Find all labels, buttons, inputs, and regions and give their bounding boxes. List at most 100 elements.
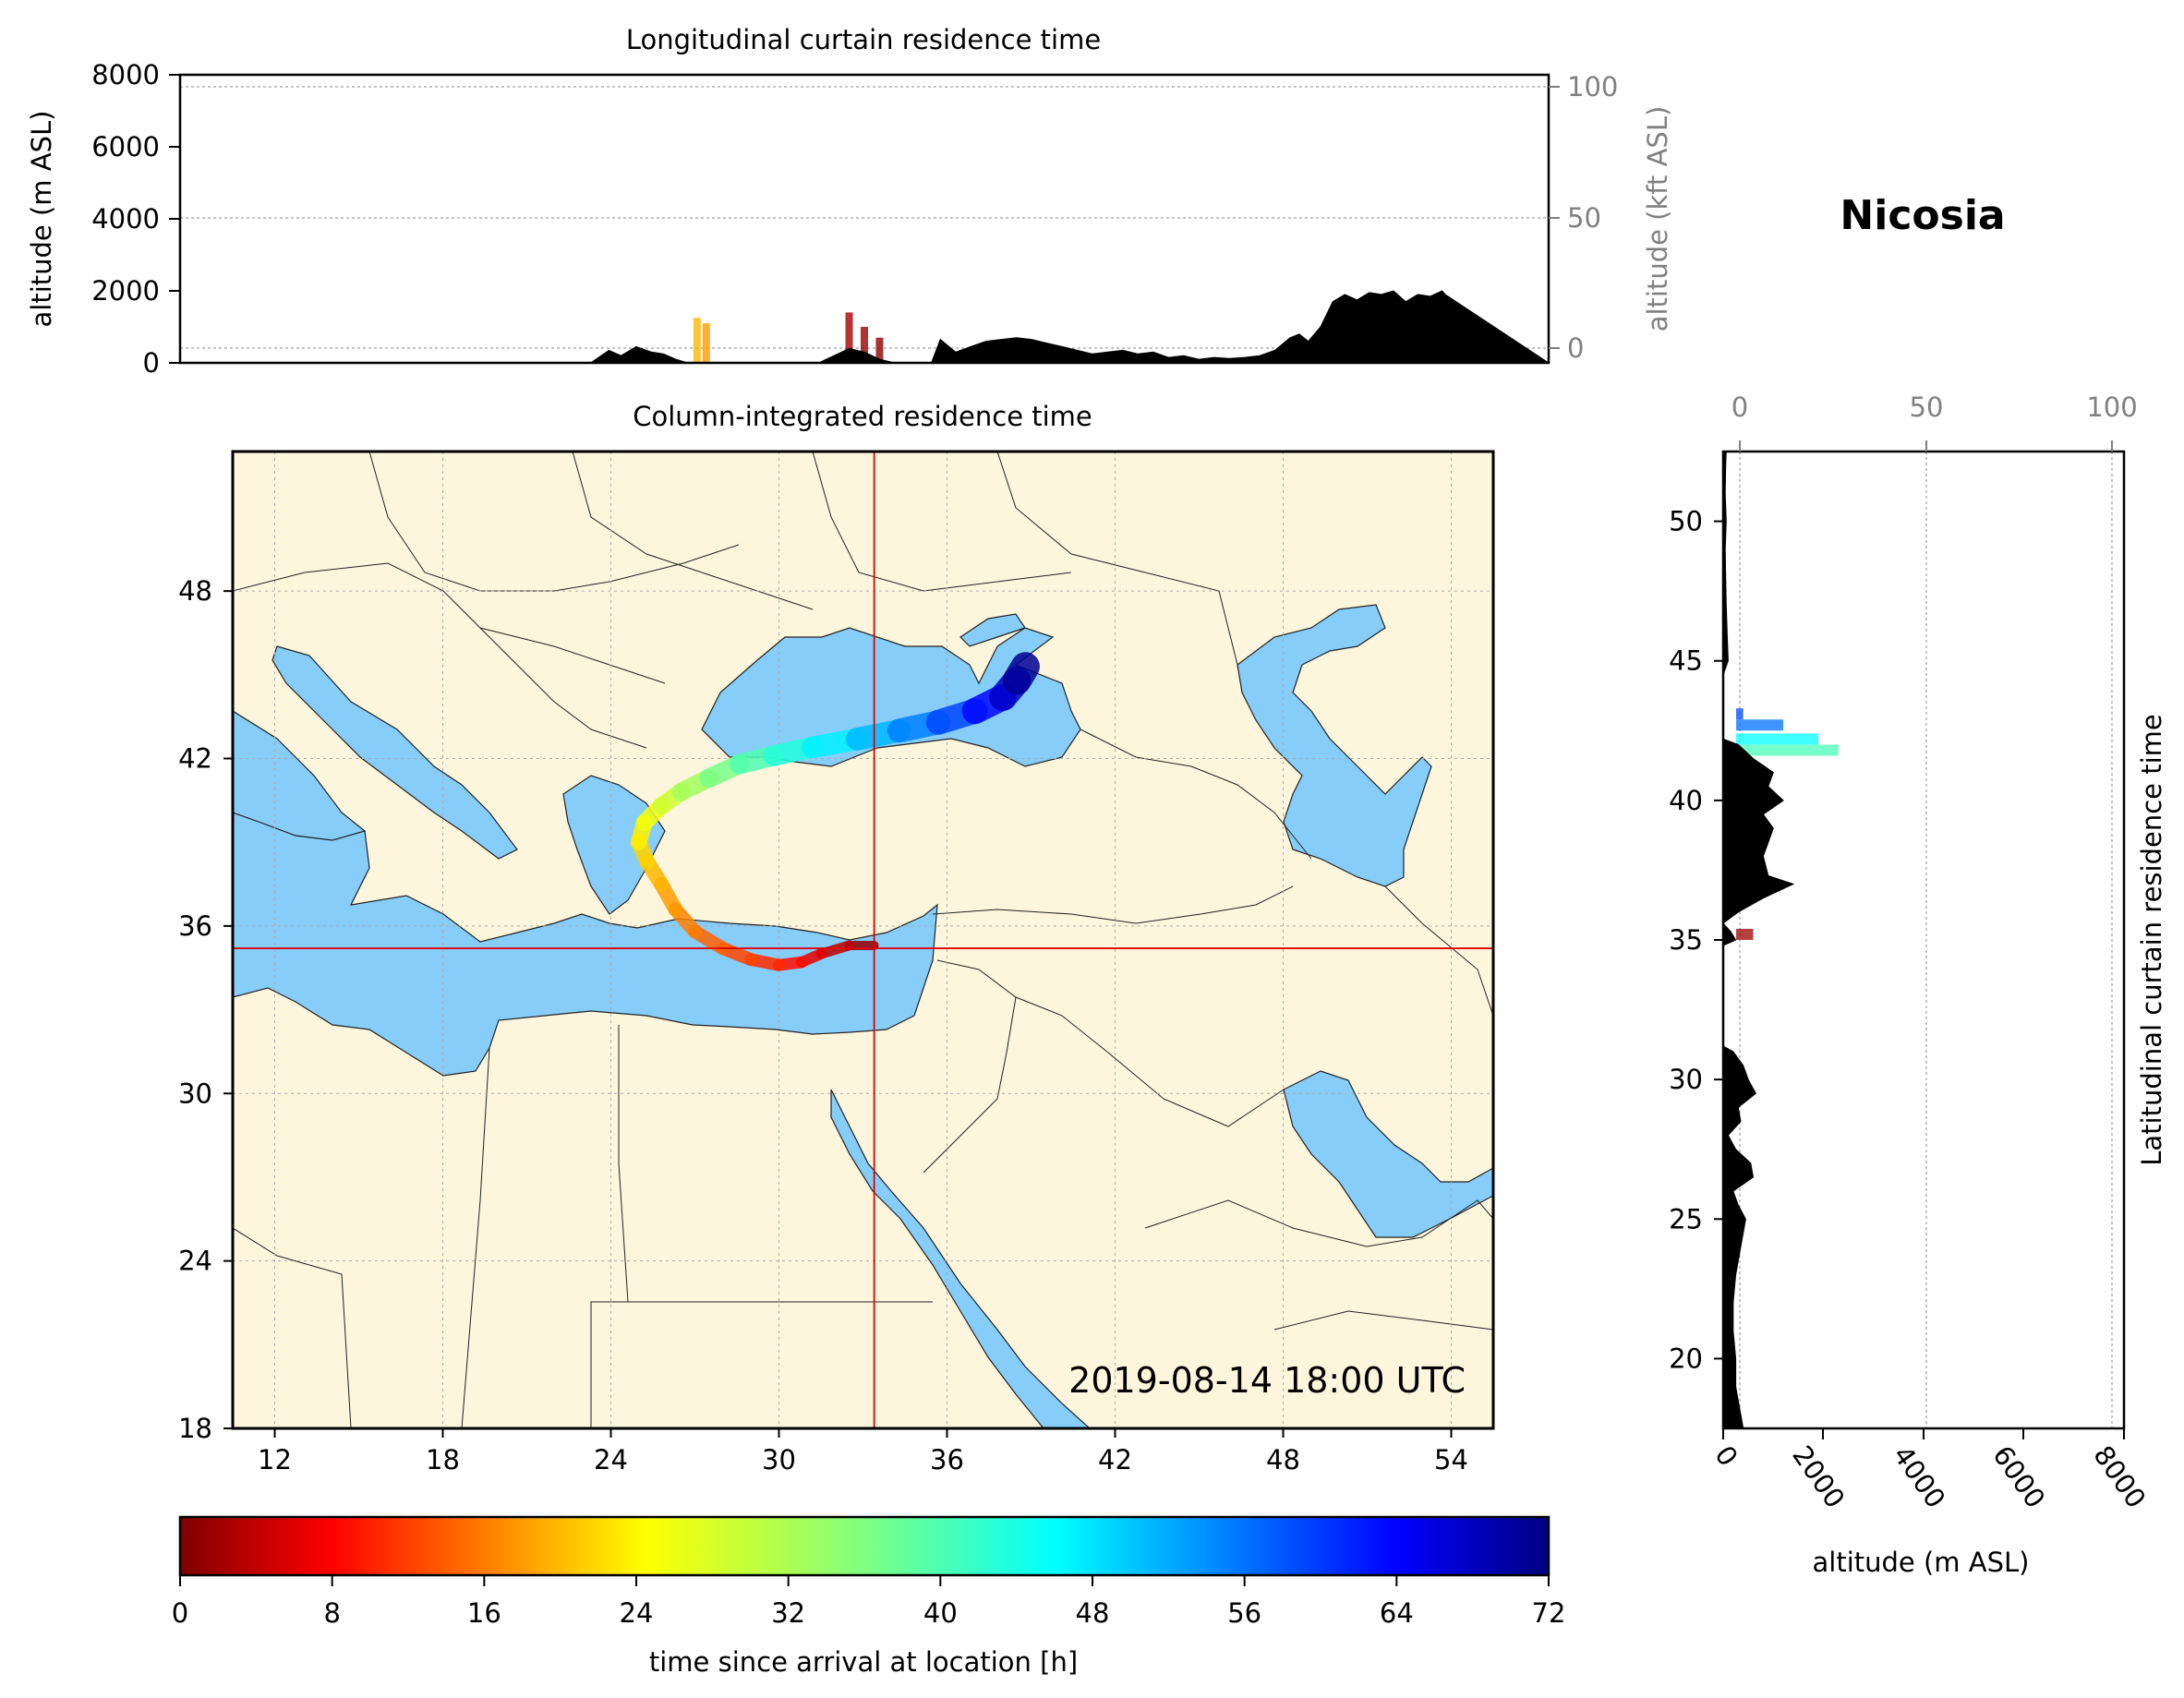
border-line bbox=[936, 959, 1285, 1127]
map-y-axis: 18 24 30 36 42 48 bbox=[178, 575, 233, 1444]
border-line bbox=[1080, 729, 1312, 860]
column-map-panel: Column-integrated residence time bbox=[178, 401, 1495, 1475]
longitudinal-residence-column bbox=[845, 312, 853, 363]
longitudinal-residence-column bbox=[702, 323, 710, 363]
map-gridlines bbox=[233, 452, 1493, 1428]
long-ytick-label: 8000 bbox=[91, 59, 160, 90]
map-xtick-label: 30 bbox=[762, 1444, 796, 1475]
colorbar-tick-label: 48 bbox=[1076, 1597, 1110, 1629]
latitudinal-terrain-area bbox=[1723, 452, 1795, 1428]
long-ytick-label: 4000 bbox=[91, 203, 160, 235]
lat-ttick-label: 100 bbox=[2086, 391, 2137, 423]
longitudinal-residence-layer bbox=[693, 312, 884, 363]
border-line bbox=[923, 996, 1017, 1174]
map-seas bbox=[233, 604, 1493, 1428]
trajectory-segment bbox=[1002, 652, 1040, 695]
latitudinal-title: Latitudinal curtain residence time bbox=[2136, 714, 2167, 1166]
latitudinal-curtain-panel: 20 25 30 35 40 45 50 0 2000 4000 6000 8000 alt… bbox=[1669, 391, 2167, 1578]
longitudinal-residence-column bbox=[861, 327, 868, 363]
latitudinal-residence-band bbox=[1736, 733, 1819, 745]
lat-ytick-label: 40 bbox=[1669, 785, 1703, 816]
longitudinal-curtain-panel: Longitudinal curtain residence time 0 20… bbox=[26, 24, 1673, 379]
lat-ytick-label: 50 bbox=[1669, 506, 1703, 537]
border-line bbox=[572, 452, 814, 610]
aegean-sea bbox=[562, 775, 666, 915]
latitudinal-grid bbox=[1739, 452, 2113, 1428]
longitudinal-y-axis: 0 2000 4000 6000 8000 bbox=[91, 59, 180, 379]
latitudinal-residence-band bbox=[1736, 719, 1784, 731]
longitudinal-y-axis-right: 0 50 100 bbox=[1549, 71, 1618, 364]
lat-ttick-label: 50 bbox=[1910, 391, 1944, 423]
lat-ytick-label: 45 bbox=[1669, 645, 1703, 677]
colorbar-tick-label: 24 bbox=[620, 1597, 654, 1629]
persian-gulf bbox=[1283, 1070, 1493, 1238]
colorbar-tick-label: 40 bbox=[923, 1597, 958, 1629]
colorbar-panel: 0 8 16 24 32 40 48 56 64 72 time since arrival at… bbox=[172, 1515, 1566, 1678]
colorbar-ticks: 0 8 16 24 32 40 48 56 64 72 bbox=[172, 1575, 1566, 1629]
colorbar-tick-label: 56 bbox=[1227, 1597, 1261, 1629]
map-xtick-label: 48 bbox=[1266, 1444, 1300, 1475]
lat-ytick-label: 25 bbox=[1669, 1203, 1703, 1234]
lat-xtick-label: 0 bbox=[1708, 1440, 1744, 1473]
long-rtick-label: 0 bbox=[1567, 332, 1584, 364]
colorbar-tick-label: 72 bbox=[1532, 1597, 1566, 1629]
map-xtick-label: 12 bbox=[258, 1444, 292, 1475]
lat-ytick-label: 20 bbox=[1669, 1343, 1703, 1374]
latitudinal-xlabel: altitude (m ASL) bbox=[1813, 1547, 2030, 1578]
map-ytick-label: 30 bbox=[178, 1078, 212, 1109]
border-line bbox=[461, 1047, 490, 1428]
map-ytick-label: 18 bbox=[178, 1413, 212, 1444]
lat-ttick-label: 0 bbox=[1732, 391, 1748, 423]
latitudinal-residence-band bbox=[1736, 928, 1754, 940]
location-title: Nicosia bbox=[1840, 192, 2005, 239]
border-line bbox=[1144, 1199, 1493, 1247]
map-borders bbox=[233, 452, 1493, 1428]
colorbar-tick-label: 8 bbox=[323, 1597, 340, 1629]
longitudinal-residence-column bbox=[693, 318, 701, 363]
trajectory-residence-layer bbox=[630, 652, 1040, 971]
map-frame bbox=[231, 450, 1495, 1430]
map-ytick-label: 36 bbox=[178, 910, 212, 942]
border-line bbox=[233, 1227, 352, 1428]
red-sea bbox=[830, 1089, 1091, 1428]
longitudinal-title: Longitudinal curtain residence time bbox=[626, 24, 1101, 55]
caspian-sea bbox=[1237, 604, 1432, 887]
latitudinal-y-axis: 20 25 30 35 40 45 50 bbox=[1669, 506, 1723, 1374]
border-line bbox=[1384, 885, 1493, 1017]
long-rtick-label: 50 bbox=[1567, 202, 1601, 234]
longitudinal-grid bbox=[180, 86, 1549, 349]
colorbar-label: time since arrival at location [h] bbox=[649, 1646, 1078, 1678]
colorbar-tick-label: 16 bbox=[467, 1597, 501, 1629]
lat-xtick-label: 6000 bbox=[1986, 1440, 2051, 1514]
lat-ytick-label: 30 bbox=[1669, 1064, 1703, 1095]
border-line bbox=[479, 627, 647, 749]
colorbar-tick-label: 32 bbox=[771, 1597, 805, 1629]
map-xtick-label: 54 bbox=[1434, 1444, 1468, 1475]
lat-ytick-label: 35 bbox=[1669, 924, 1703, 956]
border-line bbox=[233, 562, 666, 684]
latitudinal-x-axis-top: 0 50 100 bbox=[1732, 391, 2138, 452]
colorbar-gradient bbox=[178, 1515, 1551, 1577]
map-ytick-label: 42 bbox=[178, 743, 212, 775]
timestamp-label: 2019-08-14 18:00 UTC bbox=[1068, 1360, 1466, 1401]
map-xtick-label: 42 bbox=[1098, 1444, 1132, 1475]
latitudinal-residence-layer bbox=[1736, 708, 1839, 940]
colorbar-tick-label: 64 bbox=[1380, 1597, 1414, 1629]
longitudinal-terrain-area bbox=[180, 290, 1549, 363]
longitudinal-ylabel-right: altitude (kft ASL) bbox=[1642, 106, 1673, 332]
latitudinal-x-axis: 0 2000 4000 6000 8000 bbox=[1708, 1428, 2152, 1513]
crosshair bbox=[233, 452, 1493, 1428]
map-x-axis: 12 18 24 30 36 42 48 54 bbox=[258, 1428, 1468, 1475]
border-line bbox=[812, 452, 1072, 592]
long-ytick-label: 2000 bbox=[91, 275, 160, 307]
latitudinal-residence-band bbox=[1736, 744, 1839, 756]
tyrrhenian-sea bbox=[233, 710, 367, 841]
adriatic-sea bbox=[271, 645, 518, 860]
longitudinal-ylabel: altitude (m ASL) bbox=[26, 111, 57, 328]
black-sea bbox=[701, 627, 1081, 767]
lat-xtick-label: 4000 bbox=[1887, 1440, 1951, 1514]
map-ytick-label: 48 bbox=[178, 575, 212, 607]
map-xtick-label: 18 bbox=[426, 1444, 460, 1475]
map-ytick-label: 24 bbox=[178, 1246, 212, 1277]
